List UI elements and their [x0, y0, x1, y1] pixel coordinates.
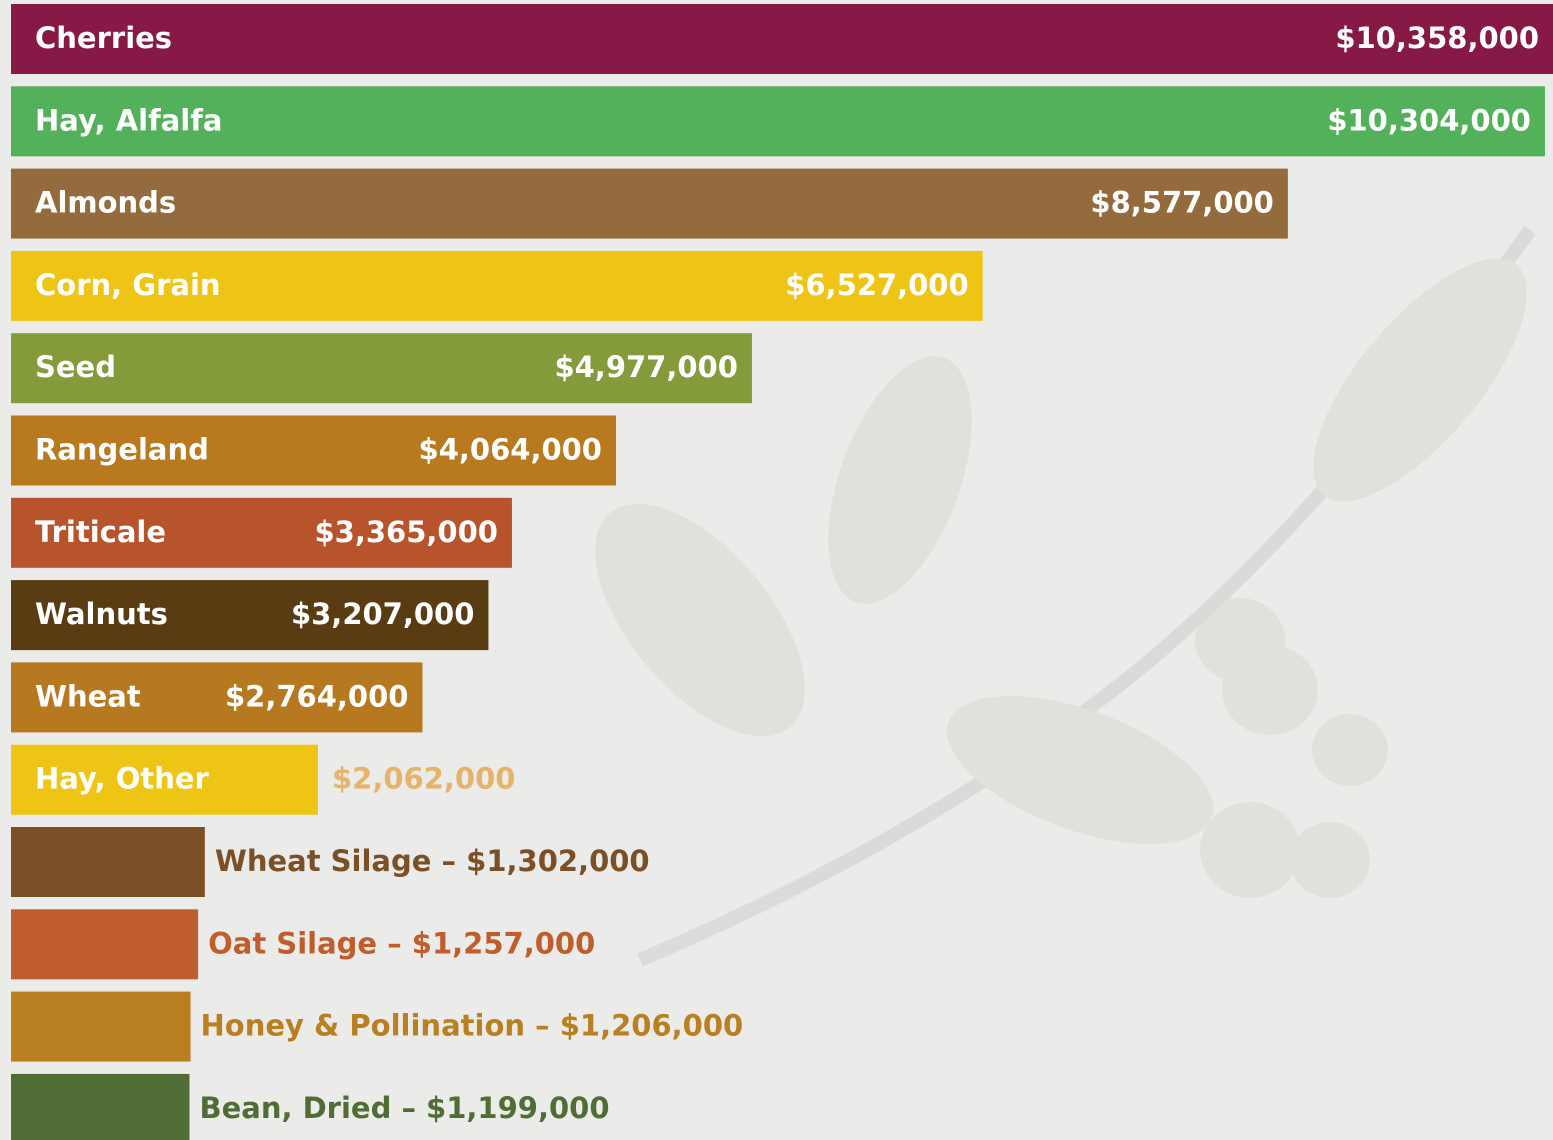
- bar-label: Honey & Pollination – $1,206,000: [201, 1009, 744, 1043]
- bar-label: Oat Silage – $1,257,000: [208, 926, 595, 960]
- value-label: $3,207,000: [291, 597, 474, 631]
- category-label: Bean, Dried: [199, 1091, 391, 1125]
- bar-label: Bean, Dried – $1,199,000: [199, 1091, 609, 1125]
- label-separator: –: [401, 1091, 416, 1125]
- value-label: $1,302,000: [466, 844, 649, 878]
- category-label: Oat Silage: [208, 926, 377, 960]
- category-label: Triticale: [35, 515, 166, 549]
- value-label: $2,062,000: [332, 762, 515, 796]
- category-label: Almonds: [35, 186, 176, 220]
- page: Cherries $10,358,000 Hay, Alfalfa $10,304,0…: [0, 0, 1553, 1140]
- bar: [11, 86, 1545, 156]
- category-label: Wheat: [35, 679, 141, 713]
- label-separator: –: [387, 926, 402, 960]
- category-label: Cherries: [35, 21, 172, 55]
- category-label: Wheat Silage: [215, 844, 432, 878]
- label-separator: –: [442, 844, 457, 878]
- category-label: Walnuts: [35, 597, 168, 631]
- label-separator: –: [535, 1009, 550, 1043]
- value-label: $2,764,000: [225, 679, 408, 713]
- category-label: Honey & Pollination: [201, 1009, 525, 1043]
- value-label: $1,199,000: [426, 1091, 609, 1125]
- category-label: Hay, Alfalfa: [35, 103, 222, 137]
- value-label: $10,358,000: [1335, 21, 1539, 55]
- value-label: $1,206,000: [560, 1009, 743, 1043]
- bar: [11, 4, 1553, 74]
- bar: [11, 909, 198, 979]
- bar: [11, 992, 191, 1062]
- value-label: $1,257,000: [412, 926, 595, 960]
- category-label: Corn, Grain: [35, 268, 221, 302]
- category-label: Hay, Other: [35, 762, 210, 796]
- chart: Cherries $10,358,000 Hay, Alfalfa $10,304,0…: [0, 0, 1553, 1140]
- value-label: $3,365,000: [314, 515, 497, 549]
- bar-label: Wheat Silage – $1,302,000: [215, 844, 650, 878]
- bar: [11, 1074, 189, 1140]
- value-label: $4,064,000: [419, 433, 602, 467]
- value-label: $10,304,000: [1327, 103, 1531, 137]
- value-label: $4,977,000: [554, 350, 737, 384]
- category-label: Seed: [35, 350, 116, 384]
- category-label: Rangeland: [35, 433, 209, 467]
- bar: [11, 827, 205, 897]
- value-label: $8,577,000: [1090, 186, 1273, 220]
- value-label: $6,527,000: [785, 268, 968, 302]
